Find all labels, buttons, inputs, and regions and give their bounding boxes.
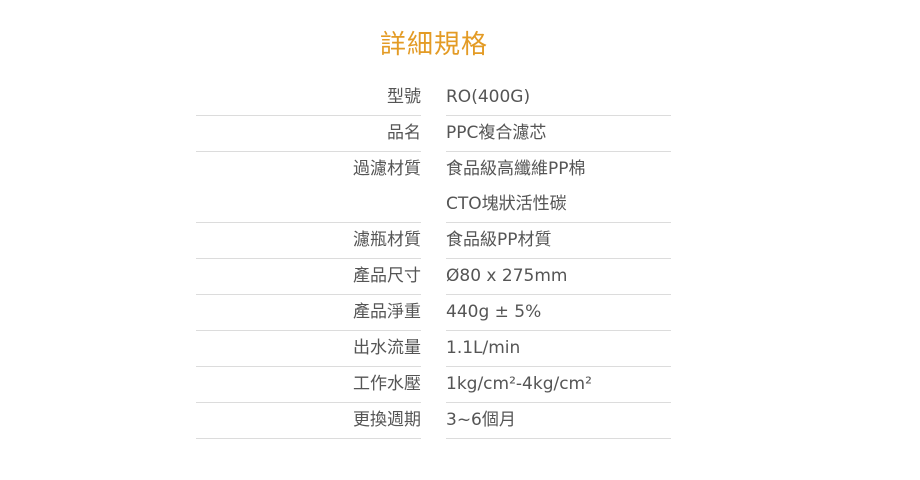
spec-value: 3~6個月 (446, 410, 516, 430)
spec-row: 更換週期 3~6個月 (196, 403, 671, 439)
spec-label: 產品尺寸 (353, 266, 421, 286)
spec-label: 濾瓶材質 (353, 230, 421, 250)
spec-value: PPC複合濾芯 (446, 123, 547, 143)
spec-label-cell: 品名 (196, 116, 421, 152)
spec-value-cell: RO(400G) (446, 80, 671, 116)
spec-value-cell: Ø80 x 275mm (446, 259, 671, 295)
spec-value: CTO塊狀活性碳 (446, 194, 567, 214)
spec-row: 過濾材質 食品級高纖維PP棉 CTO塊狀活性碳 (196, 152, 671, 223)
spec-label: 產品淨重 (353, 302, 421, 322)
spec-value: 1.1L/min (446, 338, 521, 358)
spec-value-cell: 1kg/cm²-4kg/cm² (446, 367, 671, 403)
spec-value: RO(400G) (446, 87, 531, 107)
spec-row: 型號 RO(400G) (196, 80, 671, 116)
spec-value-cell: 440g ± 5% (446, 295, 671, 331)
spec-label-cell: 濾瓶材質 (196, 223, 421, 259)
spec-table: 型號 RO(400G) 品名 PPC複合濾芯過濾材質 食品級高纖維PP棉 CTO塊狀活性碳… (196, 80, 671, 439)
spec-value: 1kg/cm²-4kg/cm² (446, 374, 592, 394)
spec-value-cell: 3~6個月 (446, 403, 671, 439)
spec-label-cell: 過濾材質 (196, 152, 421, 223)
spec-label-cell: 型號 (196, 80, 421, 116)
spec-label: 更換週期 (353, 410, 421, 430)
spec-row: 工作水壓 1kg/cm²-4kg/cm² (196, 367, 671, 403)
spec-label: 工作水壓 (353, 374, 421, 394)
spec-label-cell: 產品尺寸 (196, 259, 421, 295)
spec-label: 品名 (387, 123, 421, 143)
spec-value: 食品級PP材質 (446, 230, 552, 250)
spec-row: 出水流量 1.1L/min (196, 331, 671, 367)
spec-label-cell: 工作水壓 (196, 367, 421, 403)
spec-label: 過濾材質 (353, 159, 421, 179)
spec-value: 440g ± 5% (446, 302, 542, 322)
spec-value-cell: 1.1L/min (446, 331, 671, 367)
page-title: 詳細規格 (379, 30, 488, 60)
spec-value-cell: PPC複合濾芯 (446, 116, 671, 152)
spec-value: Ø80 x 275mm (446, 266, 568, 286)
spec-row: 產品尺寸 Ø80 x 275mm (196, 259, 671, 295)
spec-label-cell: 產品淨重 (196, 295, 421, 331)
spec-label-cell: 出水流量 (196, 331, 421, 367)
spec-label-cell: 更換週期 (196, 403, 421, 439)
spec-row: 產品淨重 440g ± 5% (196, 295, 671, 331)
spec-value-cell: 食品級PP材質 (446, 223, 671, 259)
spec-value-cell: 食品級高纖維PP棉 CTO塊狀活性碳 (446, 152, 671, 223)
spec-label: 型號 (387, 87, 421, 107)
spec-row: 品名 PPC複合濾芯 (196, 116, 671, 152)
spec-label: 出水流量 (353, 338, 421, 358)
spec-row: 濾瓶材質 食品級PP材質 (196, 223, 671, 259)
spec-value: 食品級高纖維PP棉 (446, 159, 586, 179)
